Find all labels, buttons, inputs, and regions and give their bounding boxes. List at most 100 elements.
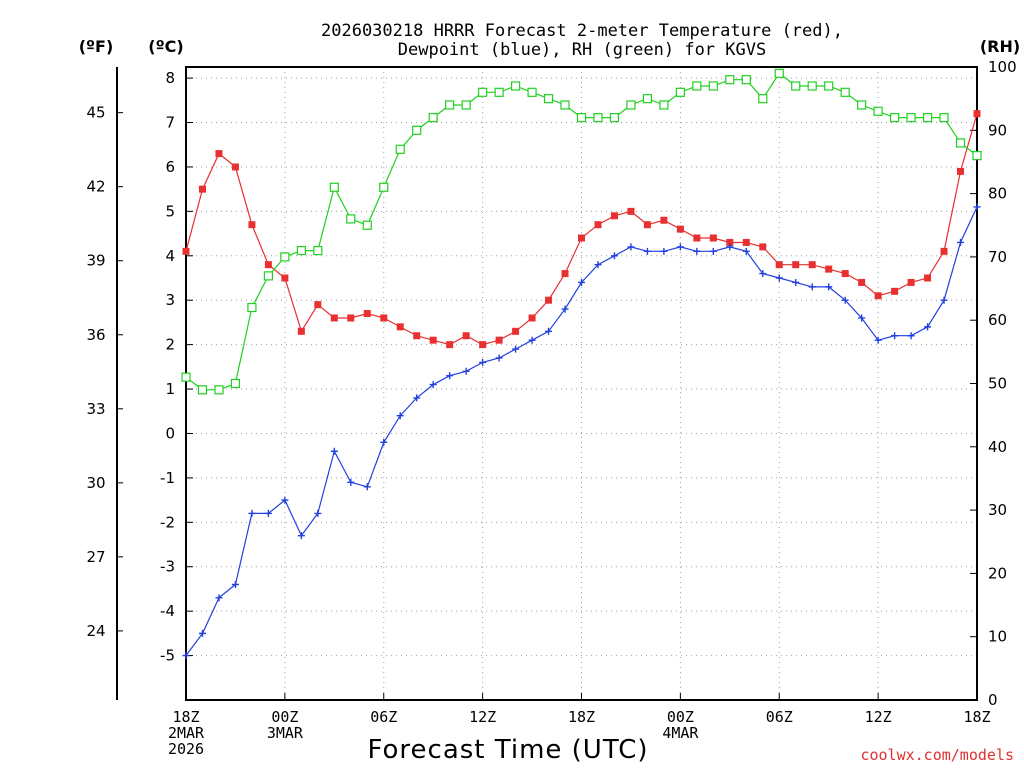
celsius-tick-label: -5 — [160, 647, 175, 665]
rh-point — [214, 385, 224, 395]
dewpoint-point — [594, 261, 602, 269]
temperature-point — [297, 327, 305, 335]
temperature-point — [347, 314, 355, 322]
dewpoint-point — [561, 305, 569, 313]
temperature-point — [924, 274, 932, 282]
fahrenheit-axis: 24 27 30 33 36 39 42 45 — [86, 104, 123, 640]
dewpoint-point — [528, 336, 536, 344]
credit-text: coolwx.com/models — [860, 746, 1014, 764]
temperature-point — [891, 287, 899, 295]
temperature-point — [808, 261, 816, 269]
fahrenheit-tick-label: 33 — [86, 400, 105, 418]
rh-tick-label: 20 — [988, 564, 1007, 582]
rh-point — [824, 81, 834, 91]
celsius-tick-label: 8 — [165, 69, 175, 87]
rh-point — [560, 100, 570, 110]
dewpoint-point — [726, 243, 734, 251]
dewpoint-point — [231, 581, 239, 589]
fahrenheit-unit-label: (ºF) — [79, 37, 114, 56]
temperature-point — [841, 270, 849, 278]
dewpoint-point — [841, 296, 849, 304]
time-tick-label: 18Z — [172, 708, 199, 726]
dewpoint-point — [660, 247, 668, 255]
rh-point — [527, 87, 537, 97]
rh-point — [906, 113, 916, 123]
fahrenheit-tick-label: 24 — [86, 622, 105, 640]
dewpoint-point — [182, 652, 190, 660]
rh-point — [791, 81, 801, 91]
temperature-point — [940, 247, 948, 255]
rh-point — [543, 94, 554, 104]
temperature-point — [660, 216, 668, 224]
fahrenheit-tick-label: 45 — [86, 104, 105, 122]
time-tick-label: 12Z — [865, 708, 892, 726]
plot-frame — [185, 66, 978, 701]
dewpoint-point — [924, 323, 932, 331]
temperature-point — [693, 234, 701, 242]
dewpoint-point — [330, 447, 338, 455]
rh-point — [280, 252, 290, 262]
rh-point — [181, 372, 191, 382]
temperature-point — [363, 310, 371, 318]
rh-tick-label: 90 — [988, 121, 1007, 139]
dewpoint-point — [627, 243, 635, 251]
dewpoint-point — [264, 509, 272, 517]
temperature-point — [512, 327, 520, 335]
rh-point — [346, 214, 356, 224]
celsius-tick-label: -2 — [160, 513, 175, 531]
temperature-point — [973, 110, 981, 118]
rh-point — [197, 385, 208, 395]
rh-point — [659, 100, 669, 110]
dewpoint-point — [709, 247, 717, 255]
celsius-tick-label: 4 — [165, 247, 175, 265]
rh-tick-label: 80 — [988, 185, 1007, 203]
celsius-tick-label: 6 — [165, 158, 175, 176]
rh-tick-label: 30 — [988, 501, 1007, 519]
dewpoint-point — [479, 358, 487, 366]
rh-point — [840, 87, 850, 97]
celsius-tick-label: -1 — [160, 469, 175, 487]
dewpoint-point — [512, 345, 520, 353]
fahrenheit-tick-label: 42 — [86, 178, 105, 196]
rh-point — [329, 182, 339, 192]
rh-point — [576, 113, 587, 123]
dewpoint-point — [297, 532, 305, 540]
rh-tick-label: 100 — [988, 58, 1017, 76]
dewpoint-point — [907, 332, 915, 340]
rh-point — [395, 144, 405, 154]
temperature-point — [907, 278, 915, 286]
grid-lines — [186, 67, 977, 700]
rh-unit-label: (RH) — [980, 37, 1020, 56]
rh-point — [230, 378, 241, 389]
time-tick-label: 2MAR — [168, 724, 205, 742]
rh-point — [379, 182, 389, 192]
temperature-point — [198, 185, 206, 193]
dewpoint-point — [429, 381, 437, 389]
rh-point — [955, 138, 966, 148]
fahrenheit-tick-label: 39 — [86, 252, 105, 270]
dewpoint-point — [858, 314, 866, 322]
temperature-point — [231, 163, 239, 171]
rh-point — [609, 113, 620, 123]
dewpoint-point — [314, 509, 322, 517]
dewpoint-point — [940, 296, 948, 304]
celsius-tick-label: 1 — [165, 380, 175, 398]
rh-point — [247, 302, 257, 313]
dewpoint-point — [693, 247, 701, 255]
rh-tick-label: 0 — [988, 691, 998, 709]
dewpoint-point — [610, 252, 618, 260]
rh-tick-label: 40 — [988, 438, 1007, 456]
dewpoint-point — [742, 247, 750, 255]
rh-point — [890, 113, 900, 123]
dewpoint-point — [248, 509, 256, 517]
dewpoint-point — [396, 412, 404, 420]
celsius-tick-label: 3 — [165, 291, 175, 309]
temperature-point — [594, 221, 602, 229]
dewpoint-point — [413, 394, 421, 402]
rh-point — [972, 151, 982, 161]
dewpoint-line — [185, 206, 978, 656]
temperature-point — [874, 292, 882, 300]
rh-point — [725, 75, 735, 85]
rh-point — [313, 245, 323, 256]
dewpoint-point — [545, 327, 553, 335]
